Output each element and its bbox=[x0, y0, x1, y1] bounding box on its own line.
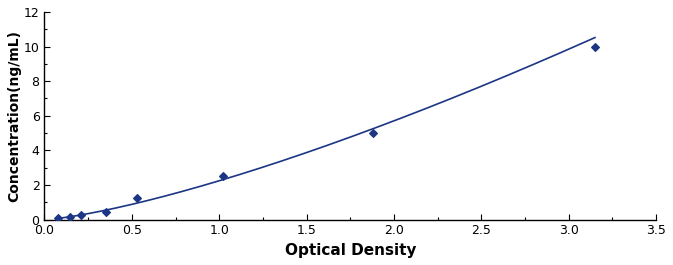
Y-axis label: Concentration(ng/mL): Concentration(ng/mL) bbox=[7, 30, 21, 202]
X-axis label: Optical Density: Optical Density bbox=[285, 243, 416, 258]
